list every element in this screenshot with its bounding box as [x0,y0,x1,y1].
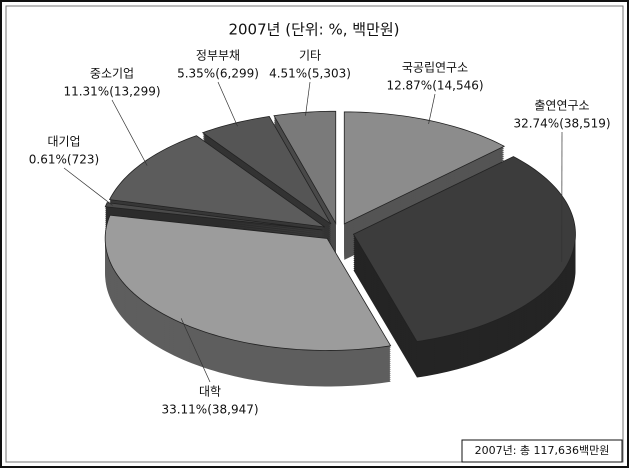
slice-name: 출연연구소 [534,99,589,113]
note: 2007년: 총 117,636백만원 [475,444,610,457]
slice-name: 중소기업 [90,67,134,81]
value-label: 32.74%(38,519) [513,117,610,131]
value-label: 4.51%(5,303) [269,67,351,81]
value-label: 0.61%(723) [29,153,99,167]
slice-name: 정부부채 [196,49,240,63]
chart-title: 2007년 (단위: %, 백만원) [228,21,399,39]
value-label: 12.87%(14,546) [386,79,483,93]
slice-name: 대기업 [47,135,80,149]
value-label: 5.35%(6,299) [177,67,259,81]
slice-name: 대학 [199,385,221,399]
slice-name: 기타 [299,49,321,63]
value-label: 11.31%(13,299) [63,85,160,99]
value-label: 33.11%(38,947) [161,403,258,417]
slice-name: 국공립연구소 [402,61,468,75]
